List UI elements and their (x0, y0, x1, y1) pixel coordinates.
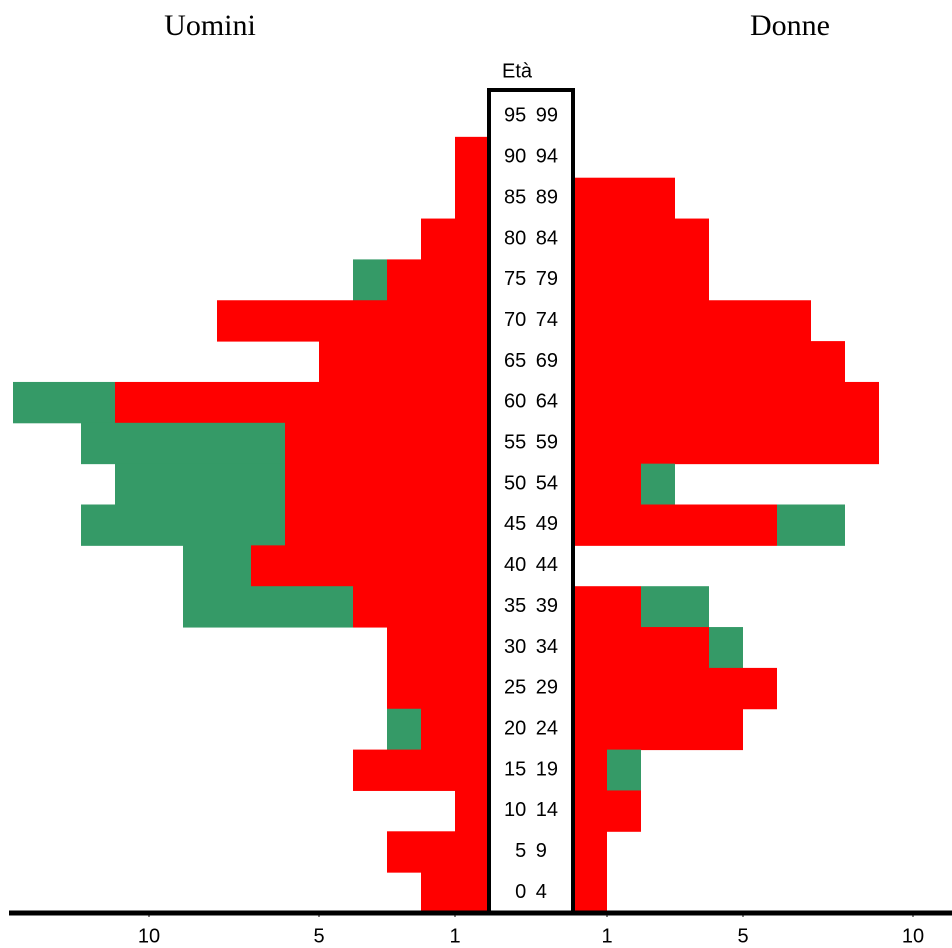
age-label: 60 64 (504, 391, 558, 413)
age-label: 45 49 (504, 513, 558, 535)
bar (641, 463, 675, 505)
bar (573, 177, 675, 220)
bar (81, 504, 285, 546)
x-tick-label: 1 (601, 925, 612, 947)
bar (573, 667, 777, 710)
age-label: 20 24 (504, 717, 558, 739)
age-label: 10 14 (504, 799, 558, 821)
bar (387, 259, 489, 301)
bar (573, 300, 811, 342)
bar (573, 463, 641, 505)
bar (641, 586, 709, 628)
age-label: 0 4 (515, 881, 547, 903)
x-tick-label: 1 (449, 925, 460, 947)
bar (573, 422, 879, 465)
bar (455, 177, 489, 220)
bar (421, 218, 489, 260)
axis-title: Età (502, 60, 533, 82)
age-label: 15 19 (504, 758, 558, 780)
left-title: Uomini (164, 9, 256, 42)
bar (387, 708, 421, 751)
age-label: 90 94 (504, 146, 558, 168)
bar (607, 749, 641, 791)
age-label: 25 29 (504, 677, 558, 699)
age-label: 85 89 (504, 186, 558, 208)
bar (421, 872, 489, 914)
bar (285, 504, 489, 546)
bar (387, 627, 489, 669)
bar (573, 259, 709, 301)
bar (183, 586, 353, 628)
age-label: 75 79 (504, 268, 558, 290)
bar (319, 341, 489, 383)
bar (573, 872, 607, 914)
x-tick-label: 10 (902, 925, 924, 947)
age-label: 50 54 (504, 472, 558, 494)
bar (573, 627, 709, 669)
bar (573, 218, 709, 260)
bar (709, 627, 743, 669)
age-label: 35 39 (504, 595, 558, 617)
bar (251, 545, 489, 587)
right-title: Donne (750, 9, 830, 42)
age-label: 65 69 (504, 350, 558, 372)
bar (573, 341, 845, 383)
age-label: 30 34 (504, 636, 558, 658)
age-label: 55 59 (504, 432, 558, 454)
bar (115, 463, 285, 505)
bar (285, 463, 489, 505)
bar (573, 831, 607, 873)
bar (573, 749, 607, 791)
bar (387, 667, 489, 710)
bar (573, 708, 743, 751)
bar (115, 381, 489, 424)
bar (387, 831, 489, 873)
bar (573, 586, 641, 628)
bar (183, 545, 251, 587)
age-label: 80 84 (504, 227, 558, 249)
bar (217, 300, 489, 342)
bar (81, 422, 285, 465)
bar (285, 422, 489, 465)
bar (353, 586, 489, 628)
bar (353, 749, 489, 791)
age-box (487, 88, 575, 915)
bar (455, 790, 489, 832)
bar (573, 381, 879, 424)
bar (573, 790, 641, 832)
bar (353, 259, 387, 301)
x-tick-label: 5 (313, 925, 324, 947)
x-tick-label: 5 (737, 925, 748, 947)
bar (455, 136, 489, 179)
x-tick-label: 10 (138, 925, 160, 947)
bar (421, 708, 489, 751)
age-label: 5 9 (515, 840, 547, 862)
bar (13, 381, 115, 424)
age-label: 70 74 (504, 309, 558, 331)
age-label: 95 99 (504, 105, 558, 127)
bar (573, 504, 777, 546)
bar (777, 504, 845, 546)
age-label: 40 44 (504, 554, 558, 576)
